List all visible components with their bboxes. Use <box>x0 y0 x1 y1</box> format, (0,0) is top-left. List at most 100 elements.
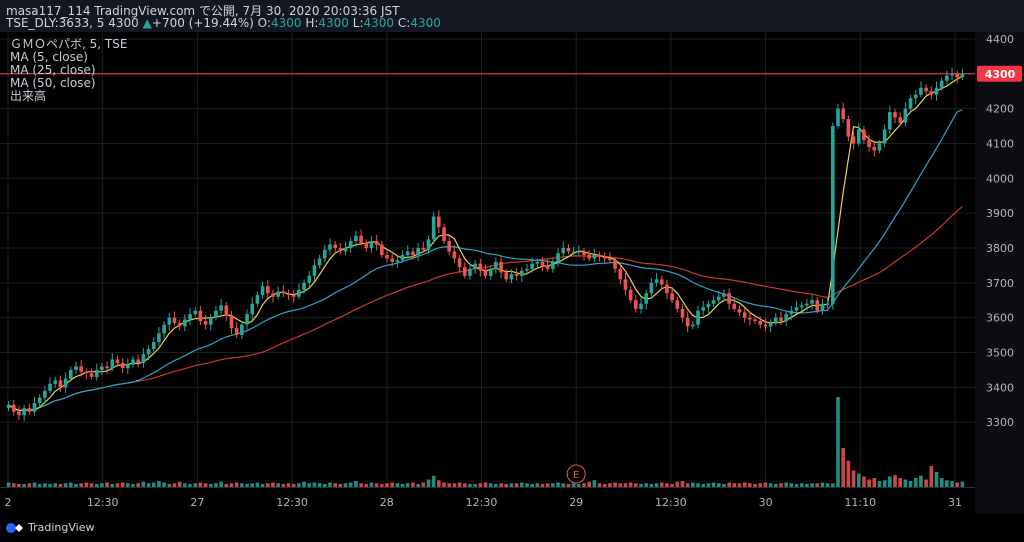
y-tick-label: 4400 <box>986 33 1014 46</box>
y-tick-label: 3500 <box>986 346 1014 359</box>
volume-bar <box>613 482 617 487</box>
legend-symbol[interactable]: ＧＭＯペパボ, 5, TSE <box>10 37 128 51</box>
y-tick-label: 3700 <box>986 277 1014 290</box>
candle-body <box>504 272 509 280</box>
volume-bar <box>685 483 690 487</box>
volume-bar <box>753 484 757 487</box>
volume-bar <box>711 482 716 487</box>
volume-bar <box>141 481 146 487</box>
candle-body <box>929 91 934 95</box>
candle-body <box>302 282 306 290</box>
candle-body <box>623 279 628 290</box>
candle-body <box>722 293 726 297</box>
volume-bar <box>955 482 960 487</box>
volume-bar <box>945 480 949 487</box>
volume-bar <box>193 483 198 487</box>
volume-bar <box>214 483 218 487</box>
high-label: H: <box>305 16 319 30</box>
x-tick-label: 12:30 <box>466 496 498 509</box>
candle-body <box>587 254 591 259</box>
volume-bar <box>867 479 871 487</box>
candle-body <box>872 146 877 151</box>
x-tick-label: 11:10 <box>844 496 876 509</box>
volume-bar <box>799 483 804 487</box>
candle-body <box>556 253 560 262</box>
volume-bar <box>188 484 192 487</box>
volume-bar <box>229 483 234 487</box>
candle-body <box>333 244 337 248</box>
x-tick-label: 29 <box>569 496 583 509</box>
candle-body <box>748 317 752 320</box>
candle-body <box>882 129 887 144</box>
candle-body <box>79 366 83 372</box>
candle-body <box>74 366 78 370</box>
volume-bar <box>504 484 509 487</box>
volume-bar <box>395 483 400 487</box>
tradingview-brand[interactable]: TradingView <box>6 521 94 534</box>
volume-bar <box>338 484 343 487</box>
candle-body <box>597 254 602 257</box>
volume-bar <box>815 483 820 487</box>
legend-ma5[interactable]: MA (5, close) <box>10 50 88 64</box>
volume-bar <box>208 484 213 487</box>
volume-bar <box>177 481 182 487</box>
x-tick-label: 12:30 <box>655 496 687 509</box>
volume-bar <box>260 484 265 487</box>
candle-body <box>634 300 638 309</box>
candle-body <box>286 293 291 296</box>
candle-body <box>162 324 166 334</box>
legend-ma50[interactable]: MA (50, close) <box>10 76 96 90</box>
volume-bar <box>877 481 882 487</box>
candle-body <box>836 108 840 127</box>
candle-body <box>665 284 669 294</box>
price-chart[interactable]: 3300 3400 3500 3600 3700 3800 3900 4000 4100 4200… <box>0 32 1024 514</box>
volume-bar <box>380 484 384 487</box>
candle-body <box>348 241 353 248</box>
volume-bar <box>385 483 389 487</box>
candle-body <box>6 404 11 409</box>
volume-bar <box>437 480 441 487</box>
candle-body <box>867 139 871 147</box>
volume-bar <box>32 482 37 487</box>
candle-body <box>151 342 156 350</box>
volume-bar <box>903 479 908 487</box>
volume-bar <box>810 483 814 487</box>
candle-body <box>919 87 923 95</box>
open-value: 4300 <box>270 16 302 30</box>
volume-bar <box>43 483 47 487</box>
candle-body <box>494 261 498 269</box>
candle-body <box>639 303 643 309</box>
price-axis-panel <box>975 32 1024 514</box>
candle-body <box>100 366 104 370</box>
volume-bar <box>255 482 260 487</box>
volume-bar <box>623 483 628 487</box>
volume-bar <box>535 483 540 487</box>
candle-body <box>84 371 89 374</box>
volume-bar <box>151 482 156 487</box>
ma25-line <box>8 109 963 412</box>
candle-body <box>385 254 389 259</box>
volume-bar <box>582 483 586 487</box>
volume-bar <box>245 484 249 487</box>
candle-body <box>473 263 477 269</box>
volume-bar <box>89 483 94 487</box>
legend-ma25[interactable]: MA (25, close) <box>10 63 96 77</box>
candle-body <box>37 397 42 404</box>
volume-bar <box>846 460 851 487</box>
candle-body <box>649 282 654 294</box>
volume-bar <box>286 483 291 487</box>
x-tick-label: 27 <box>190 496 204 509</box>
volume-bar <box>514 483 519 487</box>
tradingview-wordmark: TradingView <box>28 521 95 534</box>
volume-bar <box>519 482 524 487</box>
volume-bar <box>670 484 674 487</box>
volume-bar <box>37 484 42 487</box>
volume-bar <box>602 484 607 487</box>
volume-bar <box>333 483 337 487</box>
volume-bar <box>701 484 706 487</box>
volume-bar <box>571 483 576 487</box>
volume-bar <box>634 483 638 487</box>
y-tick-label: 4100 <box>986 137 1014 150</box>
legend-volume[interactable]: 出来高 <box>10 89 47 103</box>
candle-body <box>825 303 830 305</box>
